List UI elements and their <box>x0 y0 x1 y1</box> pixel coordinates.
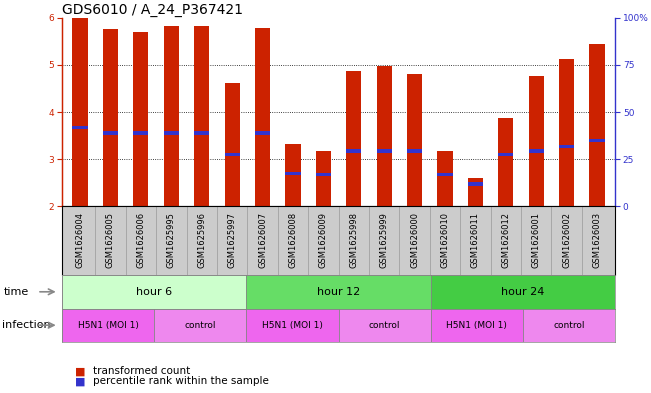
Text: percentile rank within the sample: percentile rank within the sample <box>93 376 269 386</box>
Bar <box>346 149 361 153</box>
Bar <box>346 70 361 206</box>
Bar <box>407 149 422 153</box>
Bar <box>467 178 483 206</box>
Bar <box>285 144 301 206</box>
Text: transformed count: transformed count <box>93 366 190 376</box>
Text: H5N1 (MOI 1): H5N1 (MOI 1) <box>262 321 323 330</box>
Text: GSM1626006: GSM1626006 <box>137 212 145 268</box>
Bar <box>225 152 240 156</box>
Bar <box>467 182 483 186</box>
Text: ■: ■ <box>75 376 85 386</box>
Bar <box>431 275 615 309</box>
Bar <box>529 149 544 153</box>
Text: ■: ■ <box>75 366 85 376</box>
Bar <box>407 74 422 206</box>
Bar <box>589 44 605 206</box>
Bar <box>133 131 148 135</box>
Bar <box>194 131 210 135</box>
Bar <box>559 145 574 148</box>
Bar <box>529 76 544 206</box>
Bar <box>103 29 118 206</box>
Bar <box>437 173 452 176</box>
Bar <box>255 28 270 206</box>
Bar <box>163 131 179 135</box>
Bar <box>285 171 301 175</box>
Bar <box>72 18 88 206</box>
Text: GSM1625997: GSM1625997 <box>228 212 236 268</box>
Text: time: time <box>3 287 29 297</box>
Bar <box>225 83 240 206</box>
Text: hour 12: hour 12 <box>317 287 360 297</box>
Bar <box>163 26 179 206</box>
Text: control: control <box>369 321 400 330</box>
Bar <box>154 309 246 342</box>
Bar <box>339 309 431 342</box>
Text: GSM1625995: GSM1625995 <box>167 212 176 268</box>
Bar <box>246 275 431 309</box>
Bar <box>72 126 88 129</box>
Text: GSM1625996: GSM1625996 <box>197 212 206 268</box>
Text: GSM1625998: GSM1625998 <box>349 212 358 268</box>
Text: GSM1626010: GSM1626010 <box>441 212 449 268</box>
Text: GSM1626005: GSM1626005 <box>106 212 115 268</box>
Text: H5N1 (MOI 1): H5N1 (MOI 1) <box>447 321 507 330</box>
Text: GSM1626009: GSM1626009 <box>319 212 328 268</box>
Text: H5N1 (MOI 1): H5N1 (MOI 1) <box>77 321 139 330</box>
Bar <box>498 118 514 206</box>
Bar <box>316 151 331 206</box>
Text: GSM1626002: GSM1626002 <box>562 212 571 268</box>
Text: hour 6: hour 6 <box>136 287 172 297</box>
Bar <box>589 138 605 142</box>
Bar <box>498 152 514 156</box>
Text: GSM1626012: GSM1626012 <box>501 212 510 268</box>
Bar <box>316 173 331 176</box>
Text: infection: infection <box>2 320 51 330</box>
Text: hour 24: hour 24 <box>501 287 545 297</box>
Bar <box>194 26 210 206</box>
Text: GSM1626003: GSM1626003 <box>592 212 602 268</box>
Text: GSM1626000: GSM1626000 <box>410 212 419 268</box>
Bar <box>103 131 118 135</box>
Bar <box>255 131 270 135</box>
Bar <box>62 275 246 309</box>
Bar <box>133 32 148 206</box>
Bar <box>246 309 339 342</box>
Text: GSM1626011: GSM1626011 <box>471 212 480 268</box>
Bar <box>431 309 523 342</box>
Text: GDS6010 / A_24_P367421: GDS6010 / A_24_P367421 <box>62 3 243 17</box>
Text: GSM1625999: GSM1625999 <box>380 212 389 268</box>
Text: control: control <box>184 321 216 330</box>
Text: GSM1626004: GSM1626004 <box>76 212 85 268</box>
Bar <box>62 309 154 342</box>
Text: GSM1626001: GSM1626001 <box>532 212 540 268</box>
Bar <box>559 59 574 206</box>
Bar <box>523 309 615 342</box>
Bar <box>376 149 392 153</box>
Text: control: control <box>553 321 585 330</box>
Text: GSM1626008: GSM1626008 <box>288 212 298 268</box>
Bar <box>437 151 452 206</box>
Text: GSM1626007: GSM1626007 <box>258 212 267 268</box>
Bar <box>376 66 392 206</box>
